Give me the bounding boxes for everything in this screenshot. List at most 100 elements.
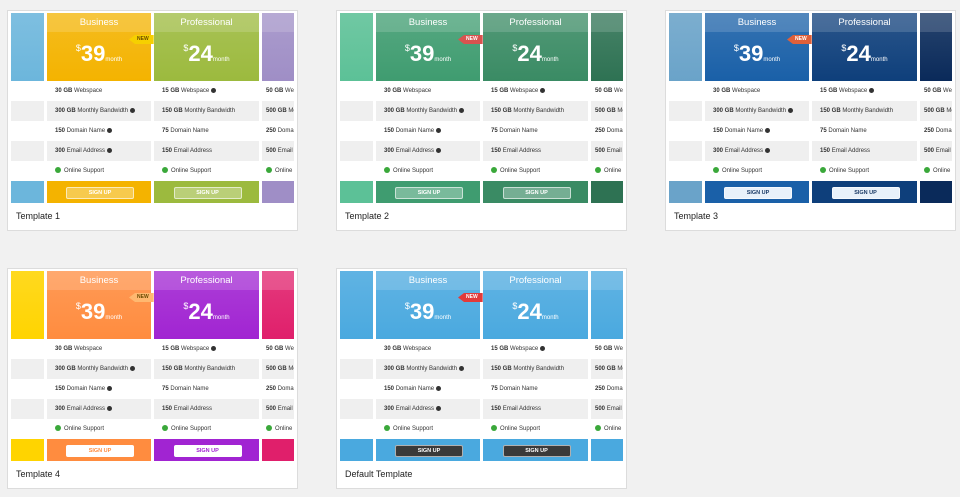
feature-row: 150 Email Address <box>154 141 259 161</box>
sign-up-button[interactable]: SIGN UP <box>502 445 571 457</box>
feature-amount: 15 GB <box>820 88 838 94</box>
feature-label: Monthly Bandwidth <box>406 108 458 114</box>
feature-amount: 300 GB <box>713 108 734 114</box>
template-card[interactable]: Business $39month SIGN UP 30 GB Webspace 300… <box>665 10 956 231</box>
feature-label: Domain Name <box>66 128 106 134</box>
check-icon <box>491 425 497 432</box>
template-name: Default Template <box>345 469 413 479</box>
sign-up-button[interactable]: SIGN UP <box>395 187 463 199</box>
template-preview[interactable]: Business $39month SIGN UP 30 GB Webspace 300… <box>340 13 623 203</box>
template-name: Template 2 <box>345 211 390 221</box>
feature-label: Email Address <box>831 148 871 154</box>
template-preview[interactable]: Business $39month SIGN UP 30 GB Webspace 300… <box>340 271 623 461</box>
check-icon <box>266 167 272 174</box>
feature-label: Domain Name <box>935 128 952 134</box>
feature-amount: 50 GB <box>595 88 613 94</box>
feature-label: Online Support <box>604 426 623 432</box>
column-header: Professional $24month <box>154 271 259 339</box>
template-card[interactable]: Business $39month SIGN UP 30 GB Webspace 300… <box>336 10 627 231</box>
price-period: month <box>541 315 559 321</box>
column-footer <box>262 181 294 203</box>
column-header <box>920 13 952 81</box>
feature-row <box>11 101 44 121</box>
feature-row: Online Support <box>262 161 294 181</box>
feature-label: Email Address <box>724 148 764 154</box>
feature-row: 300 GB Monthly Bandwidth <box>376 101 480 121</box>
currency: $ <box>841 43 847 53</box>
sign-up-button[interactable]: SIGN UP <box>173 445 242 457</box>
feature-label: Monthly Bandwidth <box>513 108 565 114</box>
sign-up-button[interactable]: SIGN UP <box>502 187 571 199</box>
sign-up-button[interactable]: SIGN UP <box>724 187 792 199</box>
feature-row: 300 GB Monthly Bandwidth <box>47 101 151 121</box>
feature-label: Webspace <box>403 88 432 94</box>
feature-row <box>669 161 702 181</box>
plan-price: $24month <box>812 41 917 67</box>
feature-amount: 15 GB <box>491 88 509 94</box>
sign-up-button[interactable]: SIGN UP <box>66 445 134 457</box>
info-icon <box>540 87 546 93</box>
feature-amount: 30 GB <box>55 346 73 352</box>
column-header: Business $39month <box>705 13 809 81</box>
feature-row: 50 GB Webspace <box>262 339 294 359</box>
feature-row: Online Support <box>591 161 623 181</box>
column-footer: SIGN UP <box>483 439 588 461</box>
template-preview[interactable]: Business $39month SIGN UP 30 GB Webspace 300… <box>11 271 294 461</box>
template-preview[interactable]: Business $39month SIGN UP 30 GB Webspace 300… <box>11 13 294 203</box>
info-icon <box>130 107 136 113</box>
feature-row <box>11 359 44 379</box>
column-header: Professional $24month <box>483 271 588 339</box>
feature-label: Email Address <box>66 148 106 154</box>
check-icon <box>713 167 719 174</box>
sign-up-button[interactable]: SIGN UP <box>831 187 900 199</box>
sign-up-button[interactable]: SIGN UP <box>66 187 134 199</box>
feature-row: Online Support <box>705 161 809 181</box>
template-name: Template 3 <box>674 211 719 221</box>
feature-row: 30 GB Webspace <box>376 81 480 101</box>
feature-amount: 150 <box>384 386 395 392</box>
feature-amount: 150 <box>55 386 66 392</box>
feature-row: Online Support <box>47 419 151 439</box>
plan-price: $39month <box>376 41 480 67</box>
feature-label: Domain Name <box>395 128 435 134</box>
title-band <box>591 13 623 32</box>
price-period: month <box>105 315 123 321</box>
feature-row <box>340 399 373 419</box>
template-name: Template 1 <box>16 211 61 221</box>
feature-amount: 150 GB <box>162 366 183 372</box>
feature-row: 50 GB Webspace <box>262 81 294 101</box>
price-amount: 24 <box>188 41 213 66</box>
feature-amount: 75 <box>820 128 827 134</box>
info-icon <box>107 385 113 391</box>
feature-row: 150 Email Address <box>812 141 917 161</box>
feature-label: Monthly Bandwidth <box>842 108 894 114</box>
feature-row: 150 Email Address <box>154 399 259 419</box>
template-card[interactable]: Business $39month SIGN UP 30 GB Webspace 300… <box>7 268 298 489</box>
title-band <box>262 271 294 290</box>
template-card[interactable]: Business $39month SIGN UP 30 GB Webspace 300… <box>336 268 627 489</box>
feature-label: Webspace <box>839 88 868 94</box>
plan-price: $24month <box>483 299 588 325</box>
feature-label: Webspace <box>181 346 210 352</box>
pricing-column <box>11 13 44 203</box>
sign-up-button[interactable]: SIGN UP <box>173 187 242 199</box>
feature-label: Online Support <box>933 168 952 174</box>
feature-row: 500 Email Address <box>591 141 623 161</box>
feature-label: Online Support <box>171 426 212 432</box>
feature-row: 150 GB Monthly Bandwidth <box>483 359 588 379</box>
price-amount: 39 <box>409 299 435 324</box>
column-header: Professional $24month <box>154 13 259 81</box>
column-header <box>11 13 44 81</box>
template-preview[interactable]: Business $39month SIGN UP 30 GB Webspace 300… <box>669 13 952 203</box>
template-card[interactable]: Business $39month SIGN UP 30 GB Webspace 300… <box>7 10 298 231</box>
feature-amount: 500 GB <box>595 366 616 372</box>
sign-up-button[interactable]: SIGN UP <box>395 445 463 457</box>
feature-row: 500 GB Monthly Bandwidth <box>262 101 294 121</box>
feature-row <box>11 141 44 161</box>
pricing-column <box>340 13 373 203</box>
check-icon <box>924 167 930 174</box>
feature-label: Domain Name <box>277 386 294 392</box>
check-icon <box>162 167 168 174</box>
feature-row: 150 Email Address <box>483 399 588 419</box>
